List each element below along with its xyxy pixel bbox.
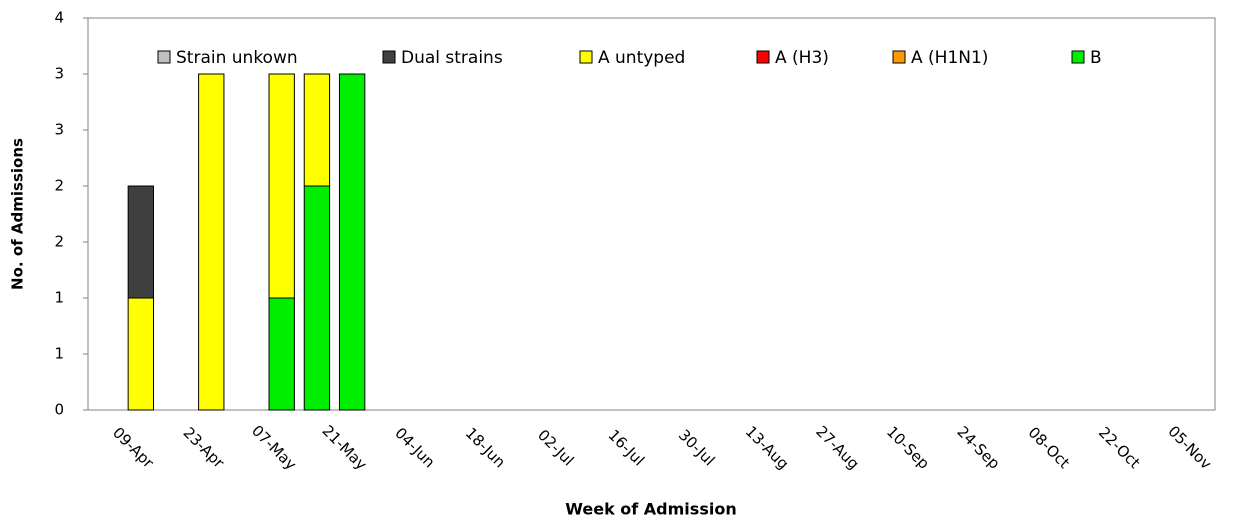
x-tick-label: 05-Nov — [1164, 422, 1215, 473]
x-axis-title: Week of Admission — [565, 500, 736, 519]
x-tick-label: 04-Jun — [391, 424, 438, 471]
bar-segment — [268, 73, 295, 299]
y-tick-label: 3 — [54, 121, 64, 139]
x-tick-label: 13-Aug — [742, 422, 793, 473]
x-tick-label: 21-May — [319, 422, 371, 474]
y-tick-label: 0 — [54, 401, 64, 419]
legend-swatch — [382, 50, 396, 64]
bar-segment — [198, 73, 225, 411]
y-tick-label: 2 — [54, 177, 64, 195]
x-tick-label: 09-Apr — [109, 424, 158, 473]
x-tick-label: 16-Jul — [605, 426, 648, 469]
x-tick-label: 10-Sep — [883, 423, 933, 473]
legend-swatch — [157, 50, 171, 64]
legend-label: A (H3) — [775, 48, 829, 68]
legend-label: Dual strains — [401, 48, 503, 68]
plot-frame — [87, 17, 1216, 411]
y-tick-label: 1 — [54, 289, 64, 307]
x-tick-label: 22-Oct — [1095, 423, 1144, 472]
y-tick-label: 4 — [54, 9, 64, 27]
legend-swatch — [756, 50, 770, 64]
legend-swatch — [892, 50, 906, 64]
legend-label: B — [1090, 48, 1102, 68]
y-tick-label: 3 — [54, 65, 64, 83]
y-tick-label: 1 — [54, 345, 64, 363]
x-tick-label: 24-Sep — [953, 423, 1003, 473]
x-tick-label: 23-Apr — [180, 424, 229, 473]
legend-label: Strain unkown — [176, 48, 298, 68]
legend-label: A untyped — [598, 48, 685, 68]
x-tick-label: 27-Aug — [812, 422, 863, 473]
bar-segment — [303, 185, 331, 411]
legend-label: A (H1N1) — [911, 48, 988, 68]
legend-swatch — [1071, 50, 1085, 64]
legend-swatch — [579, 50, 593, 64]
bar-segment — [127, 297, 155, 411]
x-tick-label: 18-Jun — [462, 424, 509, 471]
y-tick-label: 2 — [54, 233, 64, 251]
y-axis-title: No. of Admissions — [9, 138, 27, 290]
x-tick-label: 08-Oct — [1025, 423, 1074, 472]
bar-segment — [268, 297, 295, 411]
bar-segment — [303, 73, 331, 187]
x-tick-label: 07-May — [248, 422, 300, 474]
bar-segment — [127, 185, 155, 299]
x-tick-label: 30-Jul — [675, 426, 718, 469]
x-tick-label: 02-Jul — [534, 426, 577, 469]
bar-segment — [338, 73, 366, 411]
